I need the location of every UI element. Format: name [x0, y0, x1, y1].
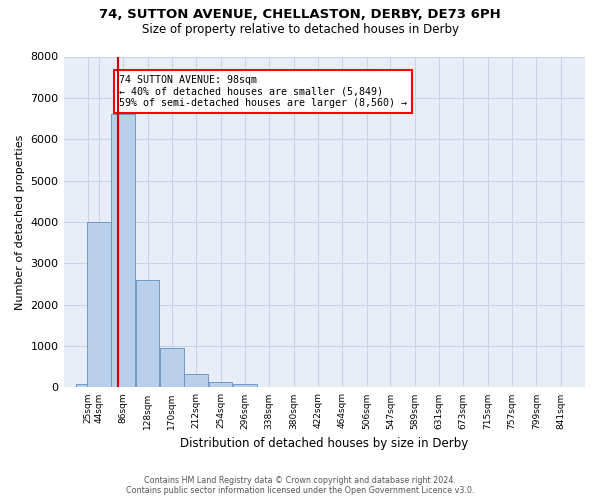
Bar — [233, 384, 257, 388]
Bar — [184, 374, 208, 388]
Text: Size of property relative to detached houses in Derby: Size of property relative to detached ho… — [142, 22, 458, 36]
Bar — [111, 114, 135, 388]
Y-axis label: Number of detached properties: Number of detached properties — [15, 134, 25, 310]
Text: 74, SUTTON AVENUE, CHELLASTON, DERBY, DE73 6PH: 74, SUTTON AVENUE, CHELLASTON, DERBY, DE… — [99, 8, 501, 20]
Text: 74 SUTTON AVENUE: 98sqm
← 40% of detached houses are smaller (5,849)
59% of semi: 74 SUTTON AVENUE: 98sqm ← 40% of detache… — [119, 75, 407, 108]
Bar — [160, 348, 184, 388]
Bar — [87, 222, 111, 388]
X-axis label: Distribution of detached houses by size in Derby: Distribution of detached houses by size … — [180, 437, 469, 450]
Bar — [209, 382, 232, 388]
Text: Contains HM Land Registry data © Crown copyright and database right 2024.
Contai: Contains HM Land Registry data © Crown c… — [126, 476, 474, 495]
Bar — [76, 384, 100, 388]
Bar — [136, 280, 160, 388]
